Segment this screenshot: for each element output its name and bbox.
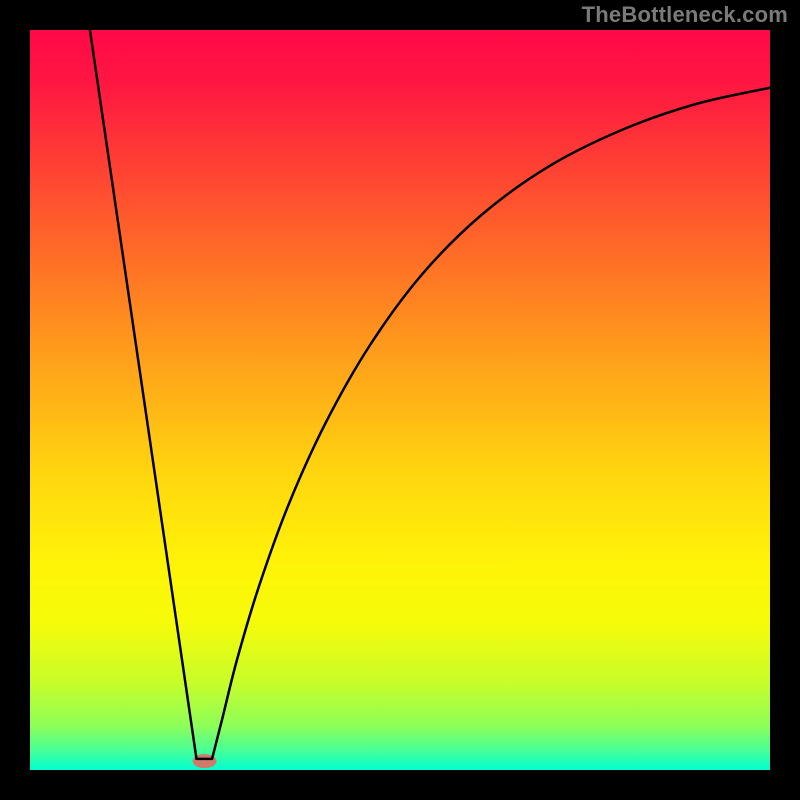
watermark-text: TheBottleneck.com: [582, 2, 788, 28]
plot-background: [30, 30, 770, 770]
chart-container: TheBottleneck.com: [0, 0, 800, 800]
bottleneck-chart: [0, 0, 800, 800]
